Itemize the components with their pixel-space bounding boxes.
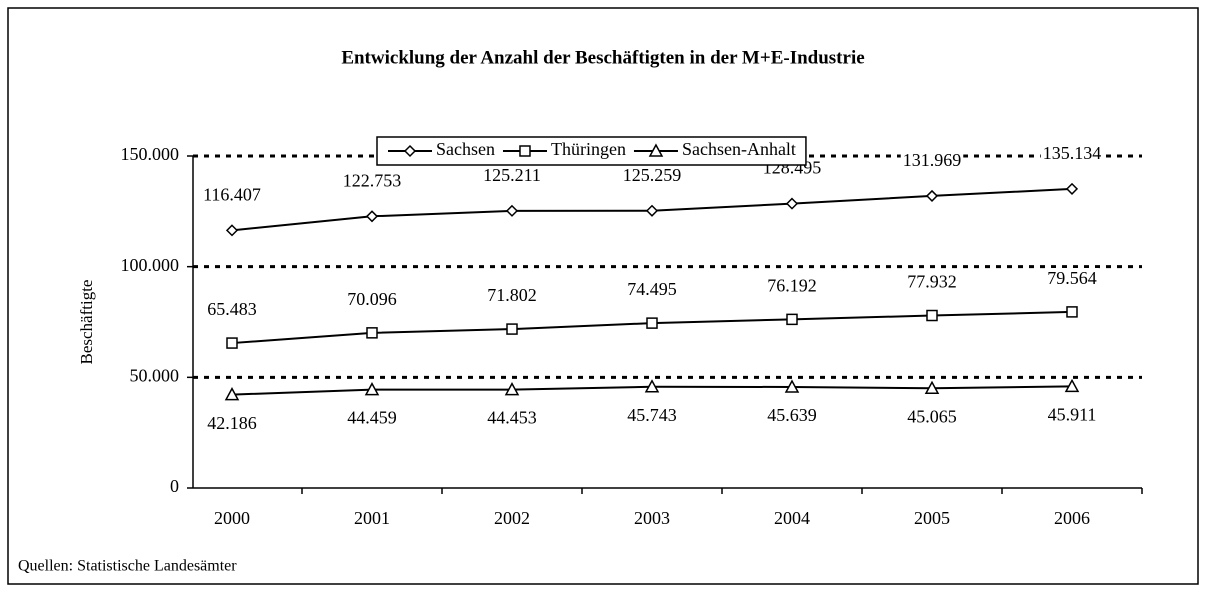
- marker: [786, 313, 798, 326]
- x-tick-label: 2006: [1054, 508, 1090, 528]
- label-background: [900, 150, 964, 171]
- y-tick-label: 0: [170, 476, 179, 496]
- data-label: 131.969: [903, 150, 962, 170]
- data-label: 76.192: [767, 275, 817, 295]
- marker: [785, 197, 799, 210]
- x-tick-label: 2000: [214, 508, 250, 528]
- marker: [1064, 378, 1080, 393]
- data-label: 44.453: [487, 408, 537, 428]
- label-background: [345, 407, 399, 428]
- marker: [504, 382, 520, 396]
- data-label: 122.753: [343, 170, 402, 190]
- marker: [505, 204, 519, 217]
- frame: [7, 7, 1199, 585]
- marker: [924, 380, 940, 395]
- data-label: 42.186: [207, 413, 257, 433]
- label-background: [1045, 404, 1099, 425]
- x-tick-label: 2004: [774, 508, 810, 528]
- data-label: 44.459: [347, 408, 397, 428]
- label-background: [340, 170, 404, 191]
- legend: Sachsen Thüringen Sachsen-Anhalt: [376, 136, 807, 166]
- legend-box: [376, 136, 807, 166]
- marker: [645, 204, 659, 217]
- data-label: 135.134: [1043, 143, 1102, 163]
- data-label: 116.407: [203, 184, 261, 204]
- marker: [519, 145, 531, 157]
- marker: [1065, 182, 1079, 195]
- data-label: 45.911: [1048, 405, 1097, 425]
- label-background: [345, 288, 399, 309]
- x-tick-label: 2002: [494, 508, 530, 528]
- marker: [364, 382, 380, 396]
- data-label: 125.259: [623, 165, 682, 185]
- marker: [403, 144, 417, 158]
- marker: [646, 317, 658, 329]
- data-label: 45.065: [907, 406, 957, 426]
- data-label: 79.564: [1047, 268, 1097, 288]
- marker: [784, 379, 800, 393]
- label-background: [905, 271, 959, 292]
- marker: [644, 379, 660, 393]
- data-label: 71.802: [487, 285, 537, 305]
- data-label: 77.932: [907, 272, 957, 292]
- marker: [926, 309, 938, 322]
- chart-title: Entwicklung der Anzahl der Beschäftigten…: [341, 47, 864, 68]
- marker: [225, 224, 239, 237]
- marker: [226, 337, 238, 349]
- marker: [1066, 306, 1078, 318]
- marker: [366, 327, 378, 339]
- x-tick-label: 2001: [354, 508, 390, 528]
- data-label: 45.639: [767, 405, 817, 425]
- y-tick-label: 150.000: [121, 144, 180, 164]
- data-label: 65.483: [207, 299, 257, 319]
- label-background: [201, 184, 263, 205]
- label-background: [481, 164, 543, 185]
- source-note: Quellen: Statistische Landesämter: [18, 558, 237, 575]
- x-tick-label: 2003: [634, 508, 670, 528]
- data-label: 70.096: [347, 289, 397, 309]
- label-background: [625, 279, 679, 300]
- marker: [506, 323, 518, 335]
- marker: [224, 387, 240, 401]
- data-label: 45.743: [627, 405, 677, 425]
- label-background: [1045, 268, 1099, 289]
- marker: [925, 189, 939, 202]
- data-label: 125.211: [483, 165, 541, 185]
- label-background: [1040, 143, 1104, 164]
- legend-label: Sachsen-Anhalt: [682, 139, 796, 159]
- label-background: [205, 412, 259, 433]
- label-background: [905, 406, 959, 427]
- label-background: [765, 275, 819, 296]
- y-tick-label: 100.000: [121, 255, 180, 275]
- label-background: [765, 405, 819, 426]
- label-background: [485, 285, 539, 306]
- label-background: [625, 404, 679, 425]
- label-background: [485, 407, 539, 428]
- label-background: [620, 164, 684, 185]
- label-background: [205, 299, 259, 320]
- y-axis-label: Beschäftigte: [77, 280, 96, 365]
- y-tick-label: 50.000: [130, 365, 180, 385]
- legend-label: Thüringen: [551, 139, 626, 159]
- x-tick-label: 2005: [914, 508, 950, 528]
- marker: [365, 210, 379, 223]
- marker: [648, 143, 664, 157]
- legend-label: Sachsen: [436, 139, 495, 159]
- data-label: 74.495: [627, 279, 677, 299]
